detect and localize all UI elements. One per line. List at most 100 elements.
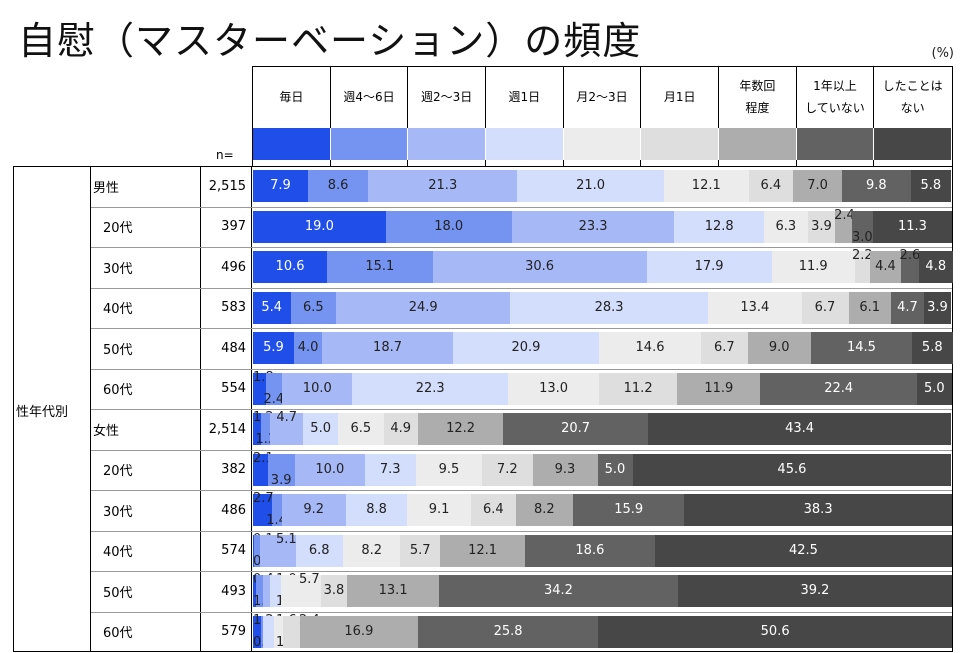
row-separator — [91, 490, 952, 491]
data-label: 9.0 — [768, 340, 790, 356]
legend-header-cell: 週4～6日 — [329, 66, 408, 128]
row-separator — [91, 449, 952, 451]
bar-segment — [910, 170, 952, 203]
data-label: 3.0 — [852, 229, 873, 245]
bar-segment — [873, 210, 952, 243]
bar-segment — [265, 372, 283, 405]
data-label: 13.4 — [740, 299, 770, 315]
data-label: 39.2 — [800, 583, 830, 599]
bar-segment — [599, 372, 678, 405]
bar-segment — [771, 251, 855, 284]
bar-segment — [511, 210, 675, 243]
legend-swatch — [719, 128, 796, 160]
row-n: 496 — [221, 259, 246, 275]
data-label: 24.9 — [408, 299, 438, 315]
data-label: 6.1 — [859, 299, 881, 315]
header-frame — [252, 66, 953, 166]
data-label: 5.0 — [310, 421, 331, 437]
bar-segment — [303, 413, 339, 446]
data-label: 16.9 — [344, 623, 374, 639]
data-label: 11.2 — [623, 380, 653, 396]
row-separator — [91, 287, 952, 289]
data-label: 9.5 — [438, 461, 460, 477]
bar-segment — [900, 251, 920, 284]
data-label: 10.6 — [275, 259, 305, 275]
data-label: 5.7 — [299, 572, 320, 588]
bar-segment — [269, 575, 281, 608]
bar-segment — [763, 210, 808, 243]
legend-header-cell: 年数回 程度 — [718, 66, 796, 128]
row-label: 20代 — [103, 221, 133, 237]
data-label: 6.7 — [713, 340, 735, 356]
data-label: 20.9 — [511, 340, 541, 356]
bar-segment — [471, 494, 516, 527]
data-label: 19.0 — [304, 218, 334, 234]
data-label: 9.1 — [428, 502, 450, 518]
data-label: 5.0 — [604, 461, 626, 477]
bar-segment — [438, 575, 678, 608]
bar-segment — [854, 251, 871, 284]
legend-tick — [329, 160, 331, 166]
data-label: 15.1 — [365, 259, 395, 275]
bar-segment — [808, 210, 836, 243]
bar-segment — [308, 170, 369, 203]
bar-segment — [835, 210, 853, 243]
legend-label: 1年以上 していない — [805, 79, 865, 115]
data-label: 11.9 — [798, 259, 828, 275]
legend-label: 月1日 — [663, 90, 696, 104]
bar-segment — [283, 615, 300, 648]
bar-segment — [801, 291, 849, 324]
legend-swatch — [408, 128, 485, 160]
row-label: 60代 — [103, 626, 133, 642]
legend-swatch — [796, 128, 874, 160]
data-label: 11.9 — [704, 380, 734, 396]
data-label: 6.7 — [814, 299, 836, 315]
legend-swatch — [874, 128, 951, 160]
bar-segment — [664, 170, 749, 203]
legend-header-cell: 週2～3日 — [407, 66, 485, 128]
row-label: 40代 — [103, 302, 133, 318]
legend-label: したことは ない — [882, 79, 943, 115]
data-label: 4.0 — [297, 340, 319, 356]
legend-label: 年数回 程度 — [739, 79, 776, 115]
bar-segment — [748, 170, 794, 203]
data-label: 3.9 — [811, 218, 832, 234]
row-separator — [91, 328, 952, 329]
bar-segment — [417, 413, 504, 446]
bar-segment — [255, 575, 263, 608]
legend-tick — [640, 160, 642, 166]
bar-segment — [674, 210, 764, 243]
data-label: 6.4 — [482, 502, 504, 518]
bar-segment — [253, 372, 266, 405]
row-label: 50代 — [103, 342, 133, 358]
data-label: 5.7 — [409, 542, 431, 558]
data-label: 12.8 — [704, 218, 734, 234]
data-label: 4.9 — [390, 421, 412, 437]
legend-swatch — [641, 128, 718, 160]
bar-segment — [677, 575, 952, 608]
bar-segment — [259, 534, 296, 567]
bar-segment — [347, 575, 439, 608]
data-label: 8.6 — [327, 178, 349, 194]
bar-segment — [508, 372, 599, 405]
data-label: 10.0 — [315, 461, 345, 477]
row-n: 574 — [221, 543, 246, 559]
data-label: 7.2 — [496, 461, 518, 477]
bar-segment — [599, 332, 702, 365]
bar-segment — [320, 575, 348, 608]
row-n: 484 — [221, 340, 246, 356]
bar-segment — [440, 534, 525, 567]
data-label: 2.6 — [899, 248, 921, 264]
data-label: 45.6 — [777, 461, 807, 477]
legend-swatch — [253, 128, 330, 160]
bar-segment — [870, 251, 901, 284]
group-column — [13, 166, 91, 652]
row-separator — [91, 409, 952, 410]
bar-segment — [385, 210, 512, 243]
bar-segment — [368, 170, 518, 203]
bar-segment — [327, 251, 433, 284]
chart-title: 自慰（マスターベーション）の頻度 — [18, 19, 642, 63]
data-label: 3.9 — [270, 472, 292, 488]
bar-segment — [253, 575, 256, 608]
